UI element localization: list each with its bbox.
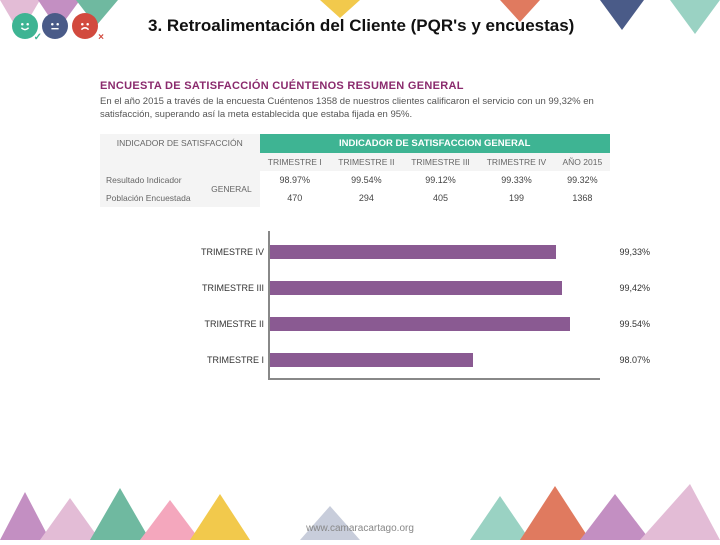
footer-url: www.camaracartago.org — [0, 523, 720, 534]
row-label: Resultado Indicador — [100, 171, 203, 189]
table-col: AÑO 2015 — [555, 153, 610, 171]
group-cell: GENERAL — [203, 171, 259, 207]
table-row: Resultado Indicador GENERAL 98.97% 99.54… — [100, 171, 610, 189]
face-neutral-icon — [42, 13, 68, 39]
section-intro: En el año 2015 a través de la encuesta C… — [100, 96, 610, 122]
satisfaction-bar-chart: TRIMESTRE IV99,33% TRIMESTRE III99,42% TRI… — [100, 231, 610, 396]
content-panel: ENCUESTA DE SATISFACCIÓN CUÉNTENOS RESUM… — [100, 80, 610, 396]
chart-bar — [270, 245, 556, 259]
chart-bar-value: 98.07% — [619, 355, 650, 365]
table-col: TRIMESTRE III — [403, 153, 478, 171]
chart-bar-row: TRIMESTRE I98.07% — [270, 345, 600, 375]
chart-bar-row: TRIMESTRE III99,42% — [270, 273, 600, 303]
table-col: TRIMESTRE IV — [478, 153, 554, 171]
chart-bar — [270, 353, 473, 367]
chart-bar-value: 99,42% — [619, 283, 650, 293]
chart-bar — [270, 281, 562, 295]
slide-header: ✓ × 3. Retroalimentación del Cliente (PQ… — [0, 8, 720, 44]
chart-bar-label: TRIMESTRE I — [184, 355, 264, 365]
chart-bar-label: TRIMESTRE III — [184, 283, 264, 293]
face-happy-icon: ✓ — [12, 13, 38, 39]
chart-x-axis — [268, 378, 600, 380]
chart-bar — [270, 317, 570, 331]
table-col: TRIMESTRE II — [330, 153, 403, 171]
table-row: Población Encuestada 470 294 405 199 136… — [100, 189, 610, 207]
table-col-left: INDICADOR DE SATISFACCIÓN — [100, 134, 260, 153]
chart-bar-label: TRIMESTRE II — [184, 319, 264, 329]
slide-title: 3. Retroalimentación del Cliente (PQR's … — [98, 16, 720, 36]
emoji-faces: ✓ × — [12, 13, 98, 39]
table-col: TRIMESTRE I — [260, 153, 330, 171]
table-header-main: INDICADOR DE SATISFACCION GENERAL — [260, 134, 610, 153]
chart-bar-row: TRIMESTRE IV99,33% — [270, 237, 600, 267]
chart-bar-value: 99,33% — [619, 247, 650, 257]
chart-bar-row: TRIMESTRE II99.54% — [270, 309, 600, 339]
face-sad-icon: × — [72, 13, 98, 39]
section-title: ENCUESTA DE SATISFACCIÓN CUÉNTENOS RESUM… — [100, 80, 610, 92]
chart-bar-label: TRIMESTRE IV — [184, 247, 264, 257]
row-label: Población Encuestada — [100, 189, 203, 207]
satisfaction-table: INDICADOR DE SATISFACCIÓN INDICADOR DE S… — [100, 134, 610, 207]
chart-bar-value: 99.54% — [619, 319, 650, 329]
